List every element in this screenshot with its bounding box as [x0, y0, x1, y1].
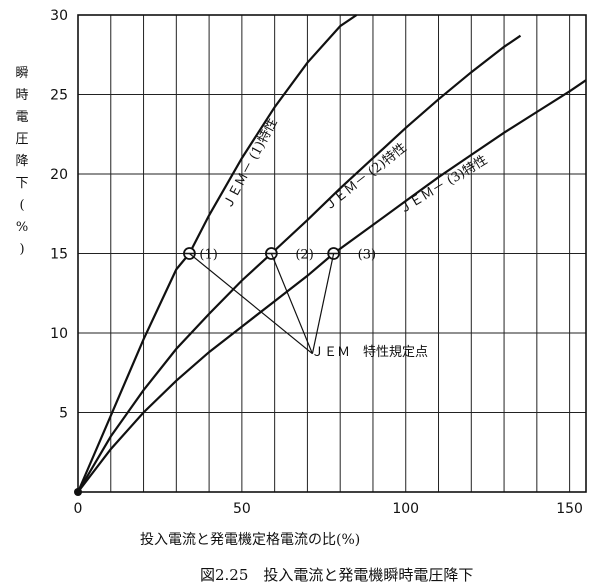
x-tick-labels: 0 50 100 150: [74, 501, 583, 517]
series-label-1: ＪＥＭ－ (1)特性: [220, 116, 280, 212]
series-label-2: ＪＥＭ－ (2)特性: [321, 140, 409, 214]
figure-caption: 図2.25 投入電流と発電機瞬時電圧降下: [200, 566, 473, 584]
plot-frame: [77, 14, 587, 493]
y-tick-label: 15: [50, 247, 68, 263]
y-tick-label: 25: [50, 88, 68, 104]
specified-points: (1) (2) (3): [183, 247, 376, 263]
x-axis-label: 投入電流と発電機定格電流の比(%): [140, 532, 360, 548]
y-tick-labels: 5 10 15 20 25 30: [50, 8, 68, 422]
axes: [77, 14, 587, 493]
y-axis-label-char: 時: [15, 88, 28, 103]
series-line-3: [77, 79, 587, 493]
y-tick-label: 5: [59, 406, 68, 422]
callout: [189, 253, 335, 355]
specified-point-label-3: (3): [358, 248, 376, 263]
callout-leader-3: [311, 253, 335, 354]
x-tick-label: 0: [74, 501, 83, 517]
origin-point: [74, 488, 82, 496]
callout-label: ＪＥＭ 特性規定点: [311, 345, 428, 360]
specified-point-label-2: (2): [295, 248, 313, 263]
callout-leader-1: [189, 253, 313, 355]
y-tick-label: 10: [50, 326, 68, 342]
y-axis-label-char: (: [19, 198, 24, 213]
y-axis-label-char: ): [19, 242, 24, 257]
x-tick-label: 150: [556, 501, 583, 517]
y-axis-label-char: 電: [15, 110, 28, 125]
y-axis-label-char: %: [16, 220, 28, 235]
specified-point-label-1: (1): [199, 248, 217, 263]
series-line-1: [76, 14, 358, 493]
y-axis-label-char: 圧: [15, 132, 28, 147]
callout-leader-2: [270, 253, 313, 354]
y-axis-label: 瞬時電圧降下 (%): [15, 66, 28, 257]
y-axis-label-char: 瞬: [15, 66, 28, 81]
x-tick-label: 100: [392, 501, 419, 517]
y-tick-label: 20: [50, 167, 68, 183]
y-axis-label-char: 下: [15, 176, 28, 191]
y-axis-label-char: 降: [15, 154, 28, 169]
series-line-2: [77, 34, 522, 493]
series-label-3: ＪＥＭ－ (3)特性: [396, 153, 490, 218]
x-tick-label: 50: [233, 501, 251, 517]
y-tick-label: 30: [50, 8, 68, 24]
